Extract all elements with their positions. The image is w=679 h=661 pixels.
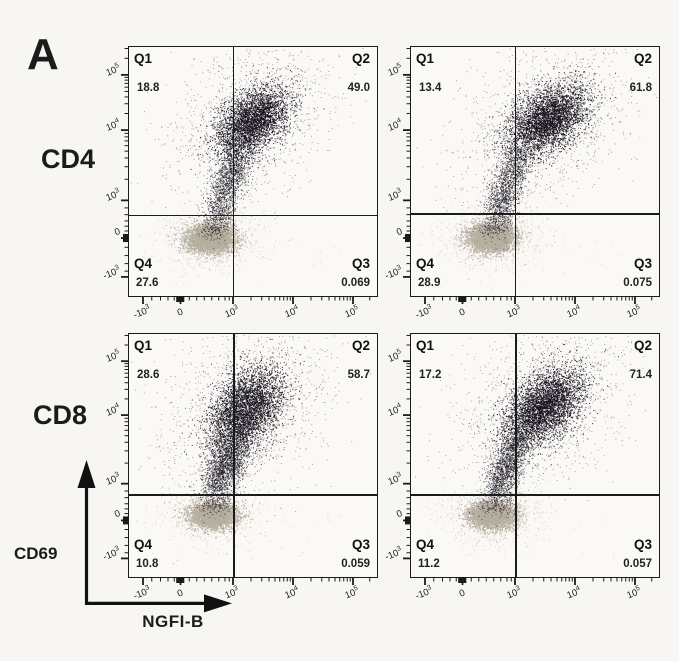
row-label-cd4: CD4 — [40, 144, 95, 174]
quadrant-q1-value: 28.6 — [137, 369, 160, 381]
quadrant-q2-value: 61.8 — [629, 82, 652, 94]
scatter-canvas — [128, 46, 378, 297]
x-axis-ticks — [424, 297, 653, 304]
y-axis-ticks — [403, 48, 410, 278]
flow-plot-cd4-right: Q1 13.4 Q2 61.8 Q3 0.075 Q4 28.9 105 104 103 0 -103-… — [384, 46, 660, 321]
y-axis-ticks — [121, 48, 128, 278]
row-label-cd8: CD8 — [32, 400, 87, 430]
flow-plot-cd8-left: Q1 28.6 Q2 58.7 Q3 0.059 Q4 10.8 105 104 103 0 -103-… — [102, 333, 378, 602]
quadrant-q3-value: 0.059 — [341, 558, 370, 570]
quadrant-q2-label: Q2 — [633, 51, 652, 66]
quadrant-q2-label: Q2 — [351, 338, 370, 353]
x-axis-ticks — [142, 578, 371, 585]
up-arrowhead-icon — [77, 460, 96, 488]
quadrant-q1-value: 13.4 — [419, 82, 442, 94]
quadrant-q3-value: 0.057 — [623, 558, 652, 570]
quadrant-q4-label: Q4 — [416, 537, 435, 552]
y-axis-label: CD69 — [14, 544, 58, 563]
quadrant-q3-label: Q3 — [633, 256, 652, 271]
quadrant-q3-label: Q3 — [633, 537, 652, 552]
x-axis-ticks — [424, 578, 653, 585]
quadrant-q4-value: 27.6 — [136, 277, 159, 289]
y-axis-ticks — [403, 334, 410, 560]
quadrant-q1-label: Q1 — [416, 338, 435, 353]
quadrant-q1-value: 17.2 — [419, 369, 442, 381]
quadrant-q3-label: Q3 — [351, 256, 370, 271]
quadrant-q2-value: 49.0 — [347, 82, 370, 94]
y-axis-ticks — [121, 334, 128, 560]
quadrant-q1-label: Q1 — [416, 51, 435, 66]
scatter-canvas — [410, 333, 660, 578]
quadrant-q3-value: 0.075 — [623, 277, 652, 289]
quadrant-gate-vertical — [232, 46, 235, 297]
quadrant-gate-vertical — [514, 46, 517, 297]
quadrant-q2-label: Q2 — [351, 51, 370, 66]
quadrant-q2-value: 71.4 — [629, 369, 652, 381]
axis-arrows-icon — [77, 460, 232, 613]
x-axis-label: NGFI-B — [142, 612, 204, 631]
right-arrowhead-icon — [204, 594, 232, 613]
quadrant-q4-label: Q4 — [134, 256, 153, 271]
quadrant-q4-value: 11.2 — [418, 558, 440, 570]
quadrant-q4-label: Q4 — [416, 256, 435, 271]
quadrant-q3-label: Q3 — [351, 537, 370, 552]
quadrant-gate-horizontal — [128, 494, 378, 496]
quadrant-q1-label: Q1 — [134, 51, 153, 66]
quadrant-gate-horizontal — [410, 494, 660, 496]
flow-plot-cd8-right: Q1 17.2 Q2 71.4 Q3 0.057 Q4 11.2 105 104 103 0 -103-… — [384, 333, 660, 602]
quadrant-q1-label: Q1 — [134, 338, 153, 353]
quadrant-q4-value: 10.8 — [136, 558, 159, 570]
scatter-canvas — [128, 333, 378, 578]
quadrant-q2-label: Q2 — [633, 338, 652, 353]
quadrant-q2-value: 58.7 — [347, 369, 370, 381]
panel-label: A — [27, 30, 59, 79]
quadrant-gate-horizontal — [410, 213, 660, 215]
quadrant-gate-horizontal — [128, 214, 378, 217]
x-axis-ticks — [142, 297, 371, 304]
quadrant-gate-vertical — [233, 333, 235, 578]
scatter-canvas — [410, 46, 660, 297]
quadrant-q3-value: 0.069 — [341, 277, 370, 289]
quadrant-q1-value: 18.8 — [137, 82, 160, 94]
quadrant-gate-vertical — [515, 333, 517, 578]
flow-plot-cd4-left: Q1 18.8 Q2 49.0 Q3 0.069 Q4 27.6 105 104 103 0 -103-… — [102, 46, 378, 321]
quadrant-q4-label: Q4 — [134, 537, 153, 552]
quadrant-q4-value: 28.9 — [418, 277, 441, 289]
